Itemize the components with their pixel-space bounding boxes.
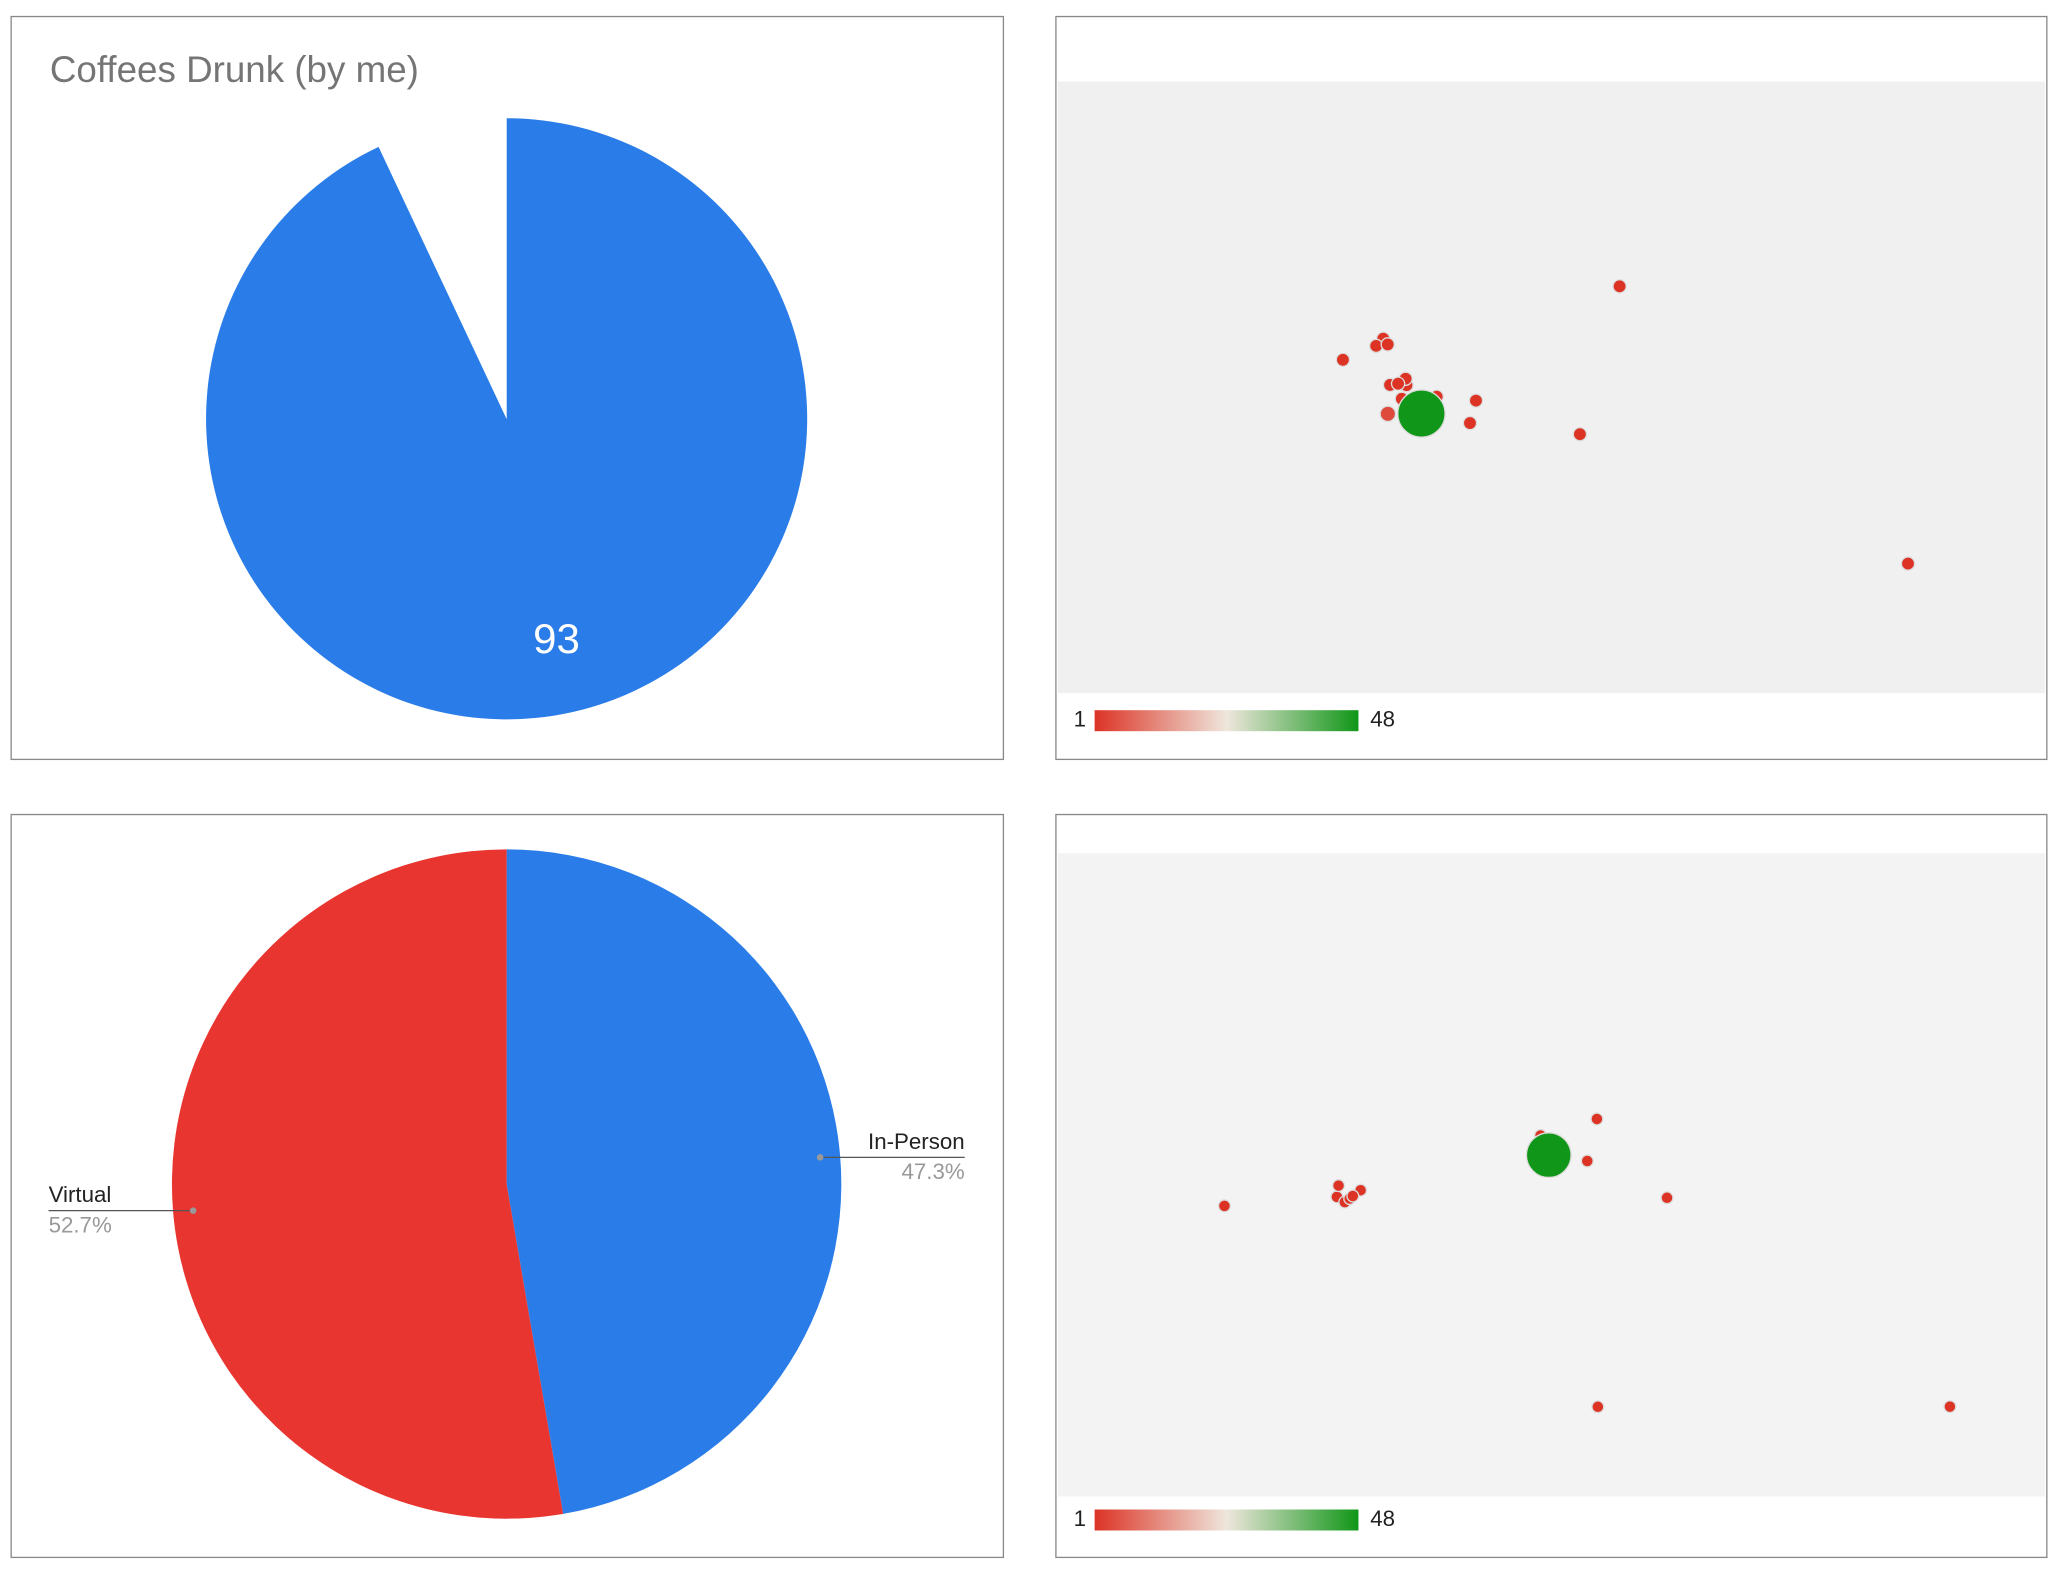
map-marker xyxy=(1380,337,1395,352)
map-marker xyxy=(1572,426,1588,442)
map-marker xyxy=(1397,389,1446,438)
pie-slice xyxy=(206,118,808,720)
color-axis-bar xyxy=(1094,1509,1359,1531)
map-marker xyxy=(1580,1154,1594,1168)
markers xyxy=(1335,279,1916,571)
color-axis-min: 1 xyxy=(1074,1506,1086,1531)
map-marker xyxy=(1331,1179,1346,1193)
leader-dot xyxy=(816,1154,824,1161)
slice-percent: 52.7% xyxy=(49,1212,112,1237)
map-marker xyxy=(1591,1400,1605,1414)
slice-percent: 47.3% xyxy=(901,1159,964,1184)
map-marker xyxy=(1590,1112,1604,1126)
map-marker xyxy=(1525,1132,1572,1179)
map-marker xyxy=(1346,1189,1360,1203)
slice-label: Virtual xyxy=(49,1182,112,1207)
map-marker xyxy=(1660,1191,1674,1205)
map-marker xyxy=(1462,415,1478,431)
leader-dot xyxy=(189,1207,197,1214)
map-marker xyxy=(1390,376,1406,391)
pie-slice xyxy=(506,849,842,1514)
map-marker xyxy=(1379,405,1397,423)
map-marker xyxy=(1468,393,1484,408)
color-axis-bar xyxy=(1094,710,1359,732)
slice-value-label: 93 xyxy=(533,615,580,662)
slice-label: In-Person xyxy=(868,1129,965,1154)
map-marker xyxy=(1335,352,1351,368)
map-land xyxy=(1057,81,2045,694)
color-axis-max: 48 xyxy=(1370,707,1395,732)
map-marker xyxy=(1900,556,1916,571)
pie-slice xyxy=(378,118,507,419)
map-marker xyxy=(1943,1400,1957,1414)
map-marker xyxy=(1217,1199,1232,1213)
map-marker xyxy=(1612,279,1627,294)
pie-slice xyxy=(171,849,564,1519)
chart-title: Coffees Drunk (by me) xyxy=(50,49,419,90)
markers xyxy=(1217,1112,1957,1414)
color-axis-min: 1 xyxy=(1074,707,1086,732)
color-axis-max: 48 xyxy=(1370,1506,1395,1531)
